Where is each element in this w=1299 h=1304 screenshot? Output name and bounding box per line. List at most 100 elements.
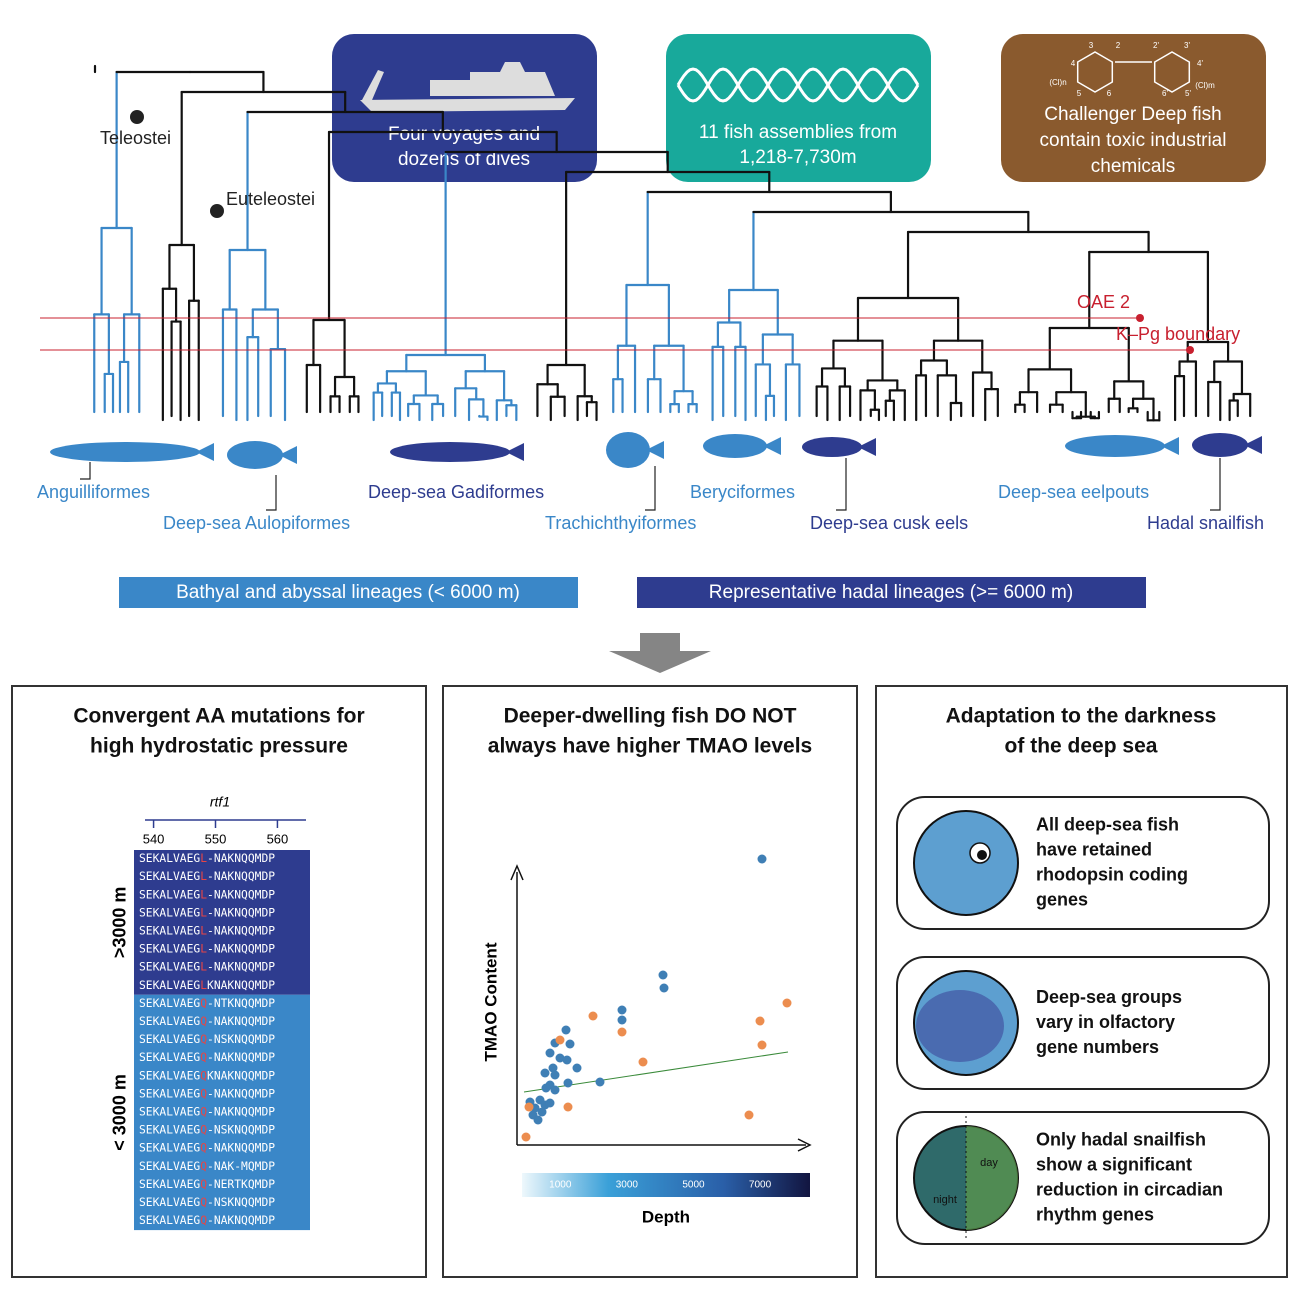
structure-label: 5 xyxy=(1077,89,1082,98)
clade-label: Deep-sea Gadiformes xyxy=(368,482,544,502)
sequence-part: SEKALVAEG xyxy=(139,997,200,1010)
leader-line xyxy=(80,462,91,480)
sequence: SEKALVAEGQ-NAKNQQMDP xyxy=(139,1214,275,1227)
icon-label: day xyxy=(980,1157,998,1169)
sequence-part: L xyxy=(200,924,207,937)
legend-text: Representative hadal lineages (>= 6000 m… xyxy=(709,582,1073,603)
sequence-part: SEKALVAEG xyxy=(139,1033,200,1046)
sequence-part: -NAKNQQMDP xyxy=(207,906,275,919)
sequence-part: -NERTKQMDP xyxy=(207,1178,275,1191)
card-text: dozens of dives xyxy=(398,149,530,170)
scatter-point xyxy=(545,1098,555,1108)
panel-title: always have higher TMAO levels xyxy=(488,735,812,758)
fish-tail xyxy=(646,441,664,459)
sequence-part: SEKALVAEG xyxy=(139,870,200,883)
fish-head xyxy=(916,990,1004,1062)
fish-tail xyxy=(763,437,781,455)
fish-tail xyxy=(1161,437,1179,455)
structure-label: (Cl)m xyxy=(1195,81,1215,90)
leader-line xyxy=(645,466,656,511)
scatter-point xyxy=(537,1107,547,1117)
sequence-part: SEKALVAEG xyxy=(139,1015,200,1028)
structure-label: (Cl)n xyxy=(1049,78,1066,87)
fish-icon xyxy=(390,442,510,462)
leader-line xyxy=(836,458,847,511)
fish-icon xyxy=(50,442,200,462)
fish-icon xyxy=(1065,435,1165,457)
sequence-part: SEKALVAEG xyxy=(139,1178,200,1191)
legend-swatch xyxy=(119,577,578,608)
ship-icon xyxy=(360,62,575,112)
sequence-part: SEKALVAEG xyxy=(139,1214,200,1227)
sequence-part: -NSKNQQMDP xyxy=(207,1196,275,1209)
sequence-part: Q xyxy=(200,1105,207,1118)
sequence-part: Q xyxy=(200,1178,207,1191)
fish-tail xyxy=(506,443,524,461)
scatter-point xyxy=(548,1063,558,1073)
card xyxy=(666,34,931,182)
sequence-part: SEKALVAEG xyxy=(139,1196,200,1209)
clade-label: Deep-sea Aulopiformes xyxy=(163,513,350,533)
sequence: SEKALVAEGQ-NAKNQQMDP xyxy=(139,1087,275,1100)
item-text: Deep-sea groups xyxy=(1036,987,1182,1007)
clade-label: Beryciformes xyxy=(690,482,795,502)
sequence-part: SEKALVAEG xyxy=(139,888,200,901)
down-arrow xyxy=(609,633,711,673)
sequence-part: -NAKNQQMDP xyxy=(207,1087,275,1100)
fish-icon xyxy=(1192,433,1248,457)
panel-title: high hydrostatic pressure xyxy=(90,735,348,758)
fish-icon xyxy=(227,441,283,469)
sequence-part: SEKALVAEG xyxy=(139,906,200,919)
sequence-part: Q xyxy=(200,1033,207,1046)
clade-label: Anguilliformes xyxy=(37,482,150,502)
structure-label: 2 xyxy=(1116,41,1121,50)
ring xyxy=(1076,51,1114,93)
node-label: Euteleostei xyxy=(226,189,315,209)
sequence-part: -NTKNQQMDP xyxy=(207,997,275,1010)
sequence-part: KNAKNQQMDP xyxy=(207,979,275,992)
leader-line xyxy=(1210,458,1221,511)
item-text: genes xyxy=(1036,889,1088,909)
scatter-point xyxy=(617,1015,627,1025)
panel-box xyxy=(11,685,427,1278)
pupil xyxy=(977,850,987,860)
ring xyxy=(1153,51,1191,93)
sequence: SEKALVAEGQ-NAK-MQMDP xyxy=(139,1160,275,1173)
item-text: reduction in circadian xyxy=(1036,1179,1223,1199)
dna-strand xyxy=(676,67,920,103)
scatter-point xyxy=(550,1085,560,1095)
scatter-point xyxy=(572,1063,582,1073)
scatter-point xyxy=(524,1102,534,1112)
scatter-point xyxy=(595,1077,605,1087)
item-text: Only hadal snailfish xyxy=(1036,1129,1206,1149)
scatter-point xyxy=(562,1055,572,1065)
sequence-part: -NAKNQQMDP xyxy=(207,961,275,974)
sequence-part: Q xyxy=(200,1160,207,1173)
sequence-part: Q xyxy=(200,1087,207,1100)
item-text: rhodopsin coding xyxy=(1036,864,1188,884)
panel-box xyxy=(875,685,1288,1278)
gene-label: rtf1 xyxy=(210,794,230,810)
scatter-point xyxy=(638,1057,648,1067)
structure-label: 3 xyxy=(1089,41,1094,50)
sequence-part: -NAKNQQMDP xyxy=(207,1214,275,1227)
sequence: SEKALVAEGQ-NSKNQQMDP xyxy=(139,1033,275,1046)
fish-tail xyxy=(196,443,214,461)
sequence-part: -NAKNQQMDP xyxy=(207,943,275,956)
legend-swatch xyxy=(637,577,1146,608)
structure-label: 4 xyxy=(1071,59,1076,68)
scatter-point xyxy=(563,1078,573,1088)
item-text: gene numbers xyxy=(1036,1037,1159,1057)
card xyxy=(1001,34,1266,182)
sequence-part: -NAKNQQMDP xyxy=(207,1015,275,1028)
clade-label: Hadal snailfish xyxy=(1147,513,1264,533)
sequence: SEKALVAEGLKNAKNQQMDP xyxy=(139,979,275,992)
sequence-part: -NAKNQQMDP xyxy=(207,888,275,901)
sequence-part: -NAK-MQMDP xyxy=(207,1160,275,1173)
colorbar-tick-label: 7000 xyxy=(749,1180,772,1191)
event-dot xyxy=(1136,314,1144,322)
sequence: SEKALVAEGQ-NAKNQQMDP xyxy=(139,1142,275,1155)
tick-label: 550 xyxy=(205,831,227,846)
colorbar-tick-label: 5000 xyxy=(682,1180,705,1191)
card-text: 1,218-7,730m xyxy=(739,147,856,168)
